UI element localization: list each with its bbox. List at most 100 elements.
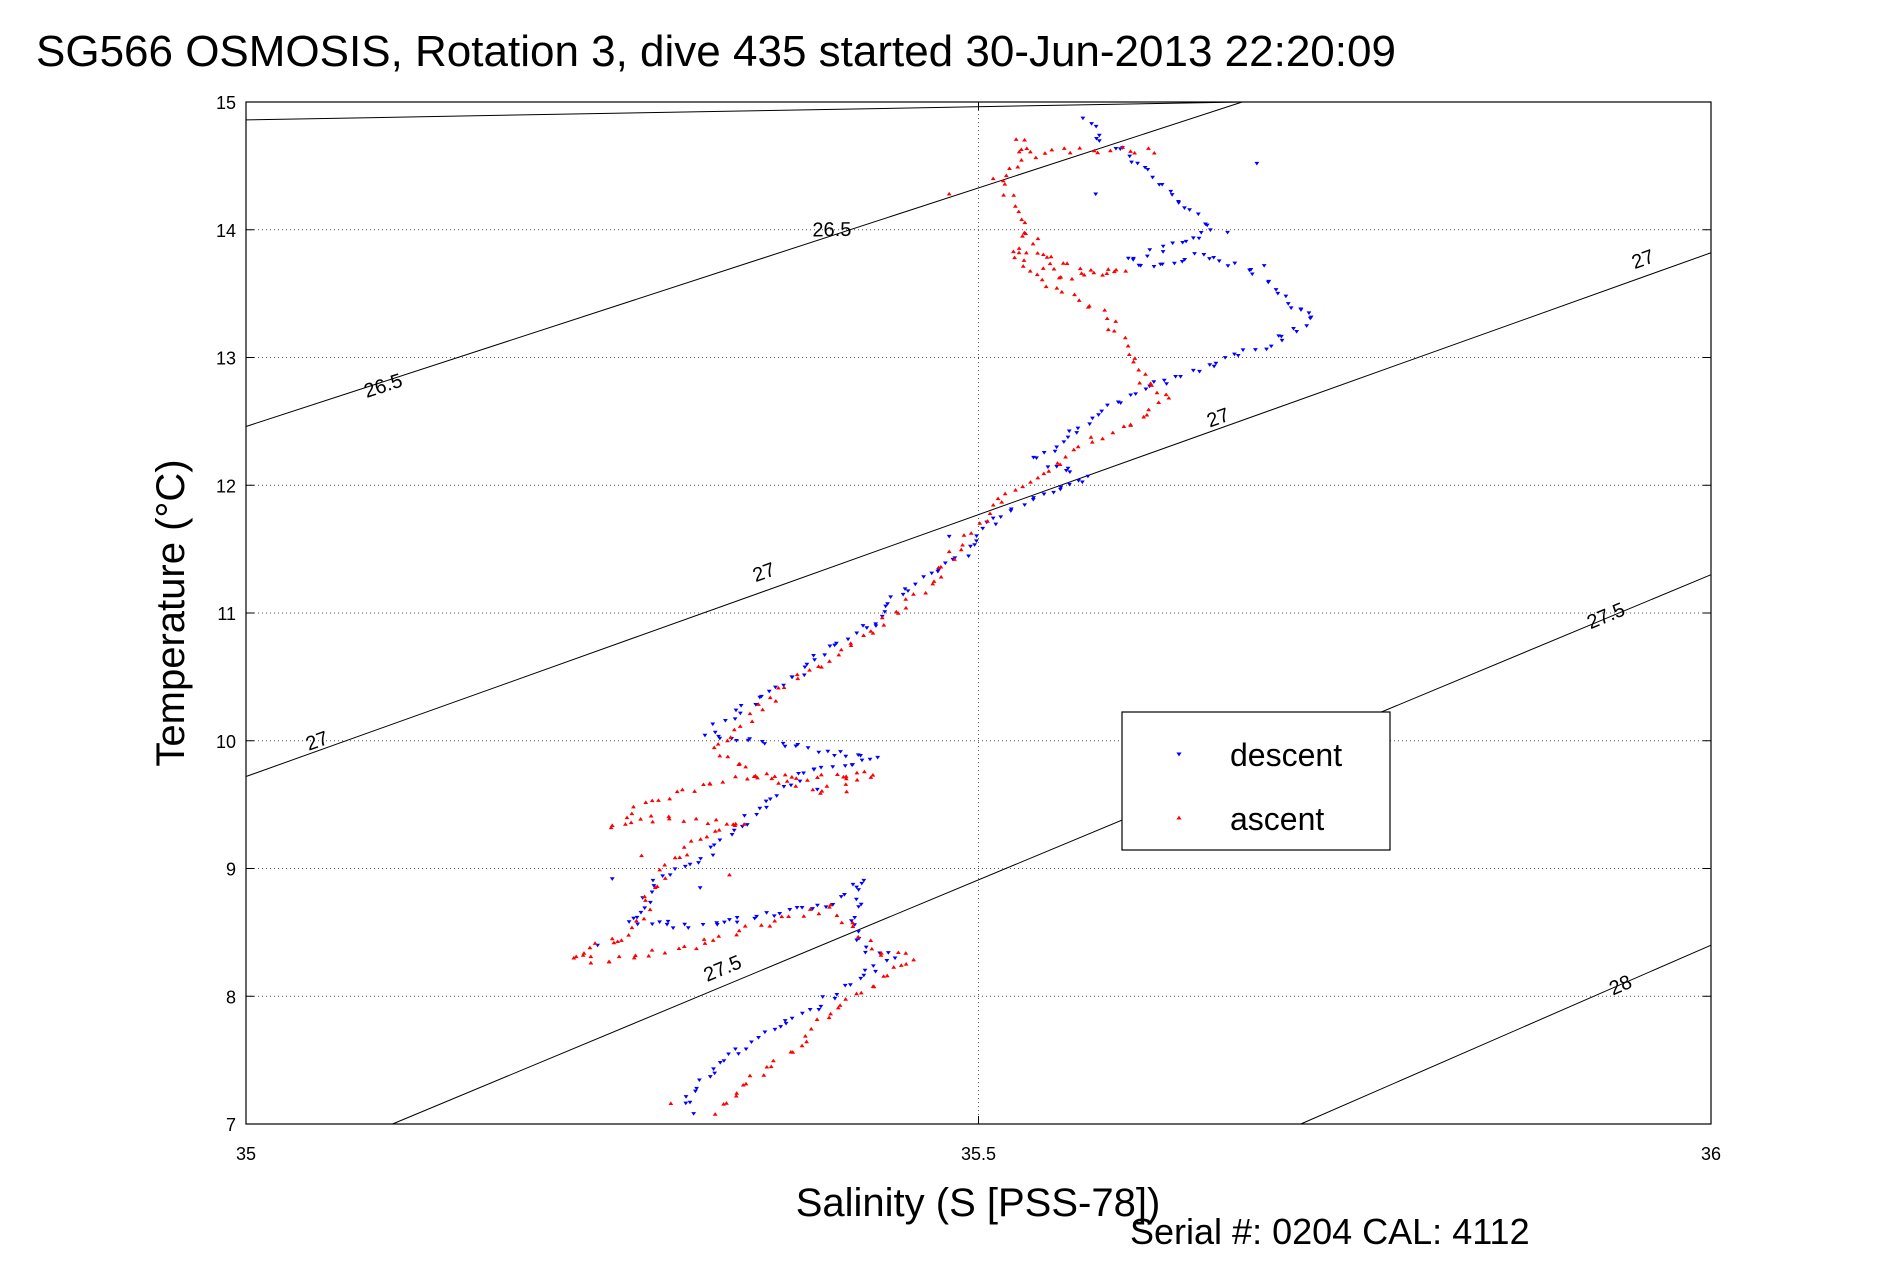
- data-point-descent: [942, 561, 948, 566]
- data-point-ascent: [881, 974, 887, 978]
- data-point-descent: [1113, 147, 1119, 151]
- data-point-ascent: [1079, 271, 1084, 275]
- data-point-descent: [777, 912, 783, 916]
- chart-title: SG566 OSMOSIS, Rotation 3, dive 435 star…: [36, 27, 1396, 76]
- data-point-ascent: [814, 1017, 820, 1022]
- data-point-descent: [1249, 272, 1255, 277]
- data-point-ascent: [1100, 272, 1105, 277]
- data-point-descent: [1211, 364, 1217, 369]
- data-point-ascent: [1003, 173, 1009, 178]
- data-point-descent: [749, 1040, 754, 1045]
- data-point-descent: [1187, 208, 1192, 212]
- data-point-ascent: [773, 699, 779, 703]
- data-point-descent: [727, 918, 732, 922]
- data-point-ascent: [816, 911, 822, 916]
- data-point-ascent: [744, 776, 750, 781]
- data-point-ascent: [958, 547, 964, 552]
- data-point-descent: [1208, 228, 1213, 233]
- data-point-descent: [1275, 291, 1281, 296]
- data-point-descent: [990, 516, 996, 521]
- data-point-descent: [734, 916, 740, 920]
- data-point-ascent: [1019, 158, 1024, 162]
- data-point-descent: [1136, 263, 1142, 268]
- data-point-ascent: [725, 754, 731, 759]
- data-point-descent: [862, 968, 868, 973]
- data-point-descent: [1182, 258, 1188, 262]
- data-point-descent: [1129, 160, 1134, 165]
- data-point-ascent: [1018, 147, 1024, 151]
- data-point-ascent: [760, 707, 765, 712]
- data-point-ascent: [1022, 220, 1028, 225]
- data-point-descent: [650, 878, 656, 883]
- data-point-descent: [1195, 212, 1201, 217]
- y-tick-label: 14: [216, 221, 236, 241]
- data-point-ascent: [666, 814, 672, 819]
- data-point-ascent: [1059, 289, 1065, 294]
- data-point-descent: [1061, 440, 1067, 444]
- data-point-descent: [717, 838, 723, 843]
- data-point-ascent: [841, 774, 846, 779]
- data-point-descent: [816, 1007, 822, 1012]
- data-point-descent: [805, 746, 811, 750]
- data-point-ascent: [764, 1064, 770, 1069]
- data-point-descent: [1197, 369, 1202, 374]
- data-point-ascent: [631, 804, 636, 809]
- data-point-descent: [1052, 449, 1058, 454]
- data-point-descent: [717, 1061, 723, 1065]
- data-point-ascent: [848, 643, 854, 648]
- y-tick-label: 8: [226, 987, 236, 1007]
- legend-marker-ascent: [1176, 815, 1182, 820]
- data-point-descent: [722, 920, 727, 925]
- data-point-ascent: [751, 774, 757, 779]
- data-point-descent: [762, 742, 768, 746]
- data-point-ascent: [884, 973, 890, 978]
- data-point-descent: [822, 653, 828, 657]
- data-point-descent: [726, 1052, 731, 1057]
- data-point-descent: [1085, 474, 1091, 479]
- x-tick-label: 35.5: [961, 1144, 996, 1164]
- data-point-ascent: [843, 776, 849, 781]
- data-point-descent: [1135, 161, 1140, 166]
- data-point-descent: [832, 996, 838, 1001]
- data-point-descent: [635, 922, 641, 927]
- data-point-ascent: [1091, 270, 1097, 275]
- data-point-ascent: [789, 774, 795, 779]
- data-point-descent: [778, 1025, 784, 1029]
- data-point-ascent: [734, 932, 739, 937]
- data-point-descent: [1079, 480, 1085, 485]
- data-point-ascent: [580, 953, 586, 957]
- data-point-descent: [853, 897, 859, 902]
- data-point-descent: [670, 926, 676, 930]
- data-point-ascent: [666, 816, 672, 821]
- data-point-ascent: [793, 784, 799, 788]
- data-point-descent: [694, 1086, 699, 1091]
- data-point-ascent: [1016, 149, 1022, 154]
- legend-label-ascent: ascent: [1230, 801, 1324, 837]
- data-point-descent: [1285, 302, 1291, 306]
- data-point-ascent: [698, 837, 703, 841]
- data-point-ascent: [794, 672, 800, 677]
- data-point-descent: [664, 922, 670, 927]
- data-point-ascent: [903, 951, 909, 955]
- series-descent: [595, 116, 1314, 1116]
- data-point-descent: [873, 969, 878, 974]
- data-point-ascent: [668, 1101, 674, 1105]
- data-point-descent: [842, 983, 848, 988]
- data-point-ascent: [647, 907, 653, 912]
- data-point-descent: [858, 902, 864, 907]
- legend-box: [1121, 711, 1391, 851]
- density-contour-line: [245, 101, 1243, 121]
- data-point-descent: [801, 771, 806, 776]
- data-point-ascent: [1002, 182, 1008, 186]
- data-point-descent: [1142, 165, 1148, 170]
- data-point-descent: [873, 624, 879, 628]
- data-point-descent: [1066, 429, 1072, 434]
- data-point-ascent: [895, 950, 901, 955]
- data-point-descent: [752, 916, 758, 921]
- data-point-ascent: [713, 817, 719, 822]
- data-point-descent: [714, 923, 720, 927]
- data-point-descent: [738, 704, 744, 708]
- data-point-descent: [884, 958, 890, 963]
- data-point-descent: [856, 905, 862, 909]
- data-point-ascent: [869, 946, 875, 951]
